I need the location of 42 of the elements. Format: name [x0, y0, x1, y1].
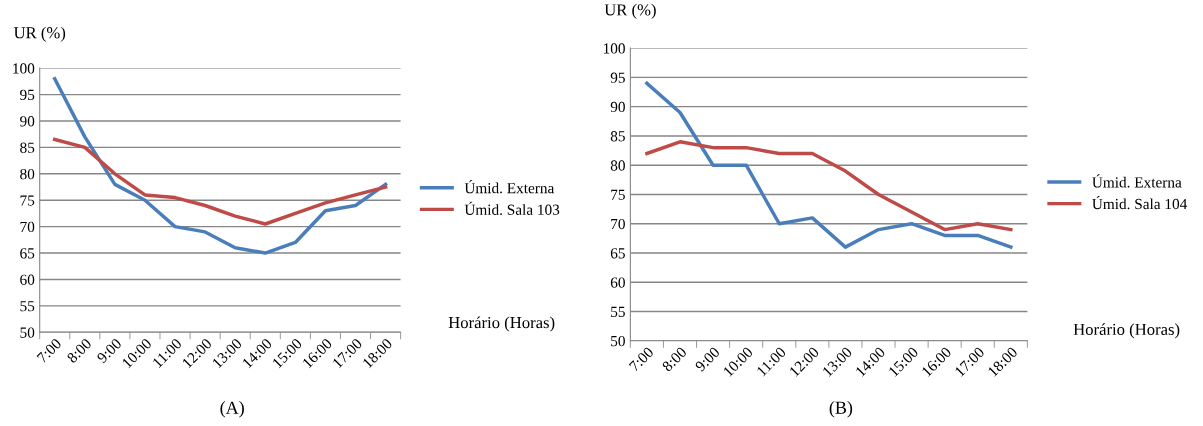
text: (A): [220, 401, 244, 418]
x-tick-label: 9:00: [96, 337, 123, 364]
line-series: [645, 140, 1013, 232]
y-tick-label: 95: [20, 89, 35, 101]
x-tick-label: 7:00: [628, 346, 655, 372]
x-tick-label: 9:00: [694, 346, 721, 373]
y-tick-label: 65: [20, 248, 35, 259]
legend-label: Úmid. Sala 103: [464, 201, 560, 215]
y-tick-label: 55: [20, 301, 35, 312]
y-tick-label: 65: [610, 248, 625, 259]
y-tick-label: 100: [13, 63, 35, 74]
y-tick-label: 50: [611, 335, 625, 347]
legend-label: Úmid. Sala 104: [1092, 195, 1188, 210]
y-axis-title: UR (%): [13, 26, 66, 42]
line-series: [645, 81, 1013, 249]
y-tick-label: 60: [610, 277, 625, 288]
line-series: [53, 137, 388, 226]
legend-label: Úmid. Externa: [464, 180, 555, 194]
y-tick-label: 55: [611, 306, 625, 317]
x-axis-title: Horário (Horas): [1073, 323, 1180, 339]
y-tick-label: 85: [20, 142, 35, 153]
text: (B): [829, 401, 853, 418]
y-tick-label: 70: [20, 221, 35, 233]
y-tick-label: 100: [603, 43, 625, 54]
x-tick-label: 7:00: [36, 337, 62, 364]
y-tick-label: 80: [20, 168, 35, 180]
x-tick-label: 8:00: [66, 337, 93, 364]
y-tick-label: 90: [20, 116, 35, 127]
y-tick-label: 60: [20, 274, 35, 285]
y-tick-label: 70: [611, 218, 625, 230]
legend-label: Úmid. Externa: [1092, 174, 1182, 188]
line-series: [53, 76, 388, 255]
y-tick-label: 95: [610, 72, 625, 83]
x-tick-label: 8:00: [661, 346, 688, 373]
y-tick-label: 75: [20, 195, 35, 206]
y-tick-label: 80: [610, 160, 625, 171]
x-axis-title: Horário (Horas): [448, 316, 555, 332]
y-tick-label: 50: [20, 327, 35, 338]
y-tick-label: 90: [610, 101, 625, 113]
y-tick-label: 85: [610, 131, 625, 142]
y-axis-title: UR (%): [604, 3, 656, 19]
y-tick-label: 75: [611, 189, 625, 200]
